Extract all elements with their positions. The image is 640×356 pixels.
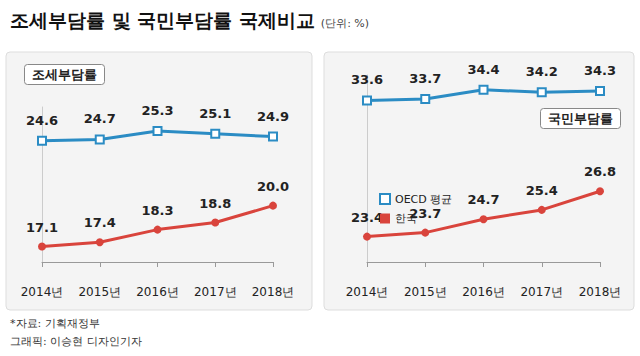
- svg-text:조세부담률: 조세부담률: [32, 67, 97, 82]
- svg-text:17.4: 17.4: [84, 215, 116, 230]
- svg-text:33.6: 33.6: [351, 72, 383, 87]
- svg-text:18.3: 18.3: [141, 203, 173, 218]
- svg-text:2018년: 2018년: [252, 285, 295, 299]
- html-text:조세부담률 및 국민부담률 국제비교 (단위: %): 조세부담률 및 국민부담률 국제비교 (단위: %): [10, 9, 370, 31]
- svg-text:2017년: 2017년: [520, 285, 563, 299]
- svg-text:34.4: 34.4: [467, 62, 499, 77]
- svg-text:25.3: 25.3: [141, 103, 173, 118]
- svg-text:2016년: 2016년: [462, 285, 505, 299]
- html-text:*자료: 기획재정부: *자료: 기획재정부: [10, 317, 100, 330]
- svg-text:한국: 한국: [395, 212, 417, 225]
- svg-text:2014년: 2014년: [21, 285, 64, 299]
- svg-text:18.8: 18.8: [199, 196, 231, 211]
- svg-text:24.7: 24.7: [467, 192, 499, 207]
- svg-text:24.9: 24.9: [257, 109, 289, 124]
- svg-text:국민부담률: 국민부담률: [548, 111, 613, 126]
- svg-text:2014년: 2014년: [346, 285, 389, 299]
- svg-text:2018년: 2018년: [579, 285, 622, 299]
- svg-text:25.1: 25.1: [199, 106, 231, 121]
- svg-text:23.4: 23.4: [351, 210, 383, 225]
- svg-text:OECD 평균: OECD 평균: [395, 193, 452, 206]
- svg-text:24.6: 24.6: [26, 113, 58, 128]
- svg-text:17.1: 17.1: [26, 220, 58, 235]
- svg-text:2015년: 2015년: [404, 285, 447, 299]
- svg-text:2016년: 2016년: [136, 285, 179, 299]
- svg-text:24.7: 24.7: [84, 111, 116, 126]
- svg-text:20.0: 20.0: [257, 179, 289, 194]
- svg-text:33.7: 33.7: [409, 71, 441, 86]
- svg-text:23.7: 23.7: [409, 205, 442, 221]
- html-text:그래픽: 이승현 디자인기자: 그래픽: 이승현 디자인기자: [10, 335, 142, 348]
- svg-text:2017년: 2017년: [194, 285, 237, 299]
- svg-text:34.3: 34.3: [584, 63, 616, 78]
- svg-text:25.4: 25.4: [526, 183, 558, 198]
- svg-text:34.2: 34.2: [526, 64, 558, 79]
- svg-text:2015년: 2015년: [78, 285, 121, 299]
- svg-text:26.8: 26.8: [584, 164, 616, 179]
